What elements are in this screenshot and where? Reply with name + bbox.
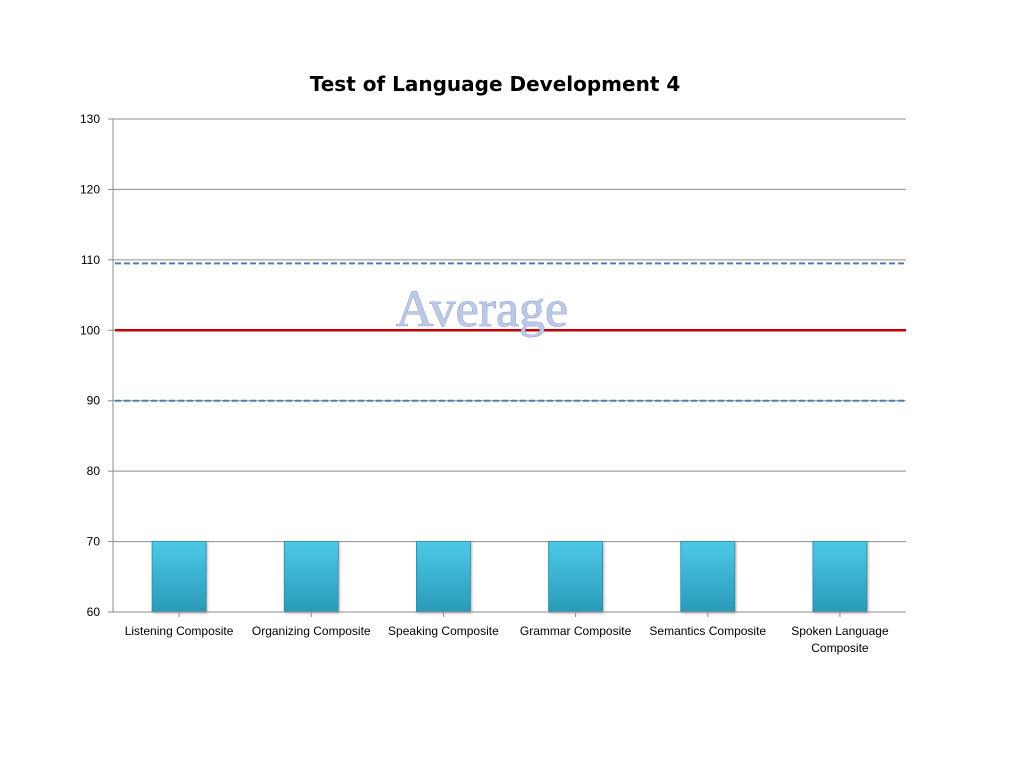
bar — [680, 541, 736, 613]
x-category-label: Spoken Language Composite — [791, 624, 889, 655]
bar — [548, 541, 603, 613]
y-tick-label: 80 — [87, 464, 101, 478]
x-category-label: Speaking Composite — [388, 624, 499, 638]
y-tick-label: 100 — [80, 323, 100, 337]
y-tick-label: 120 — [80, 182, 100, 196]
axes — [108, 118, 906, 617]
x-category-label: Listening Composite — [125, 624, 234, 638]
labels: 60 70 80 90 100 110 120 130 Listening Composite O… — [80, 112, 889, 655]
y-tick-label: 130 — [80, 112, 100, 126]
gridlines — [113, 118, 906, 613]
bar — [283, 541, 339, 613]
bar — [812, 541, 868, 613]
x-category-label: Semantics Composite — [649, 624, 766, 638]
y-tick-label: 70 — [87, 535, 101, 549]
y-tick-label: 90 — [87, 394, 101, 408]
reference-lines — [115, 262, 906, 402]
y-tick-label: 110 — [81, 253, 100, 267]
bar — [151, 541, 207, 613]
bars — [151, 541, 868, 613]
bar — [416, 541, 471, 613]
y-tick-label: 60 — [87, 605, 101, 619]
x-category-label: Organizing Composite — [252, 624, 371, 638]
average-annotation: Average — [396, 281, 568, 338]
x-category-label: Grammar Composite — [520, 624, 632, 638]
chart-title: Test of Language Development 4 — [309, 72, 681, 96]
